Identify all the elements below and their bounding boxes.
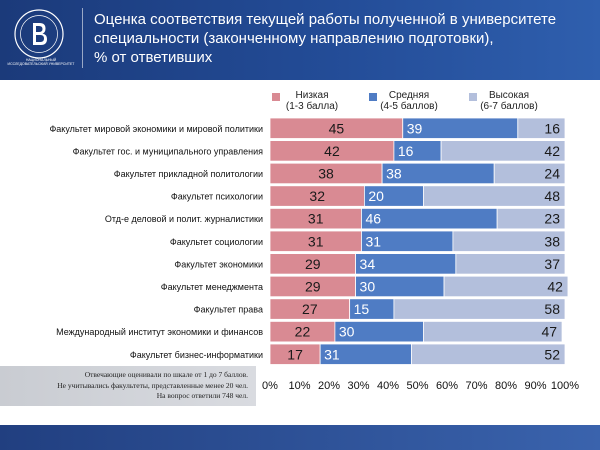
category-label: Факультет прикладной политологии	[114, 169, 263, 179]
legend-label: Низкая	[296, 90, 329, 101]
category-label: Отд-е деловой и полит. журналистики	[105, 214, 263, 224]
bar-segment	[452, 230, 566, 252]
data-label: 42	[544, 143, 560, 159]
footer-band	[0, 425, 600, 450]
legend-label: (6-7 баллов)	[480, 100, 538, 112]
data-label: 29	[305, 256, 321, 272]
bar-segment	[361, 207, 498, 230]
bar-segment	[422, 320, 563, 343]
x-tick-label: 10%	[288, 380, 310, 392]
category-label: Международный институт экономики и финан…	[56, 327, 263, 337]
data-label: 29	[305, 278, 321, 294]
x-tick-label: 40%	[377, 380, 399, 392]
data-label: 17	[287, 346, 303, 362]
x-tick-label: 90%	[524, 380, 546, 392]
page-title: Оценка соответствия текущей работы получ…	[94, 10, 584, 67]
category-label: Факультет психологии	[171, 192, 263, 202]
data-label: 32	[309, 188, 325, 204]
footnote-line: На вопрос ответили 748 чел.	[156, 391, 248, 400]
title-line: специальности (законченному направлению …	[94, 30, 494, 47]
data-label: 39	[407, 120, 423, 136]
data-label: 24	[544, 165, 560, 181]
data-label: 48	[544, 188, 560, 204]
data-label: 38	[386, 165, 402, 181]
data-label: 22	[295, 324, 311, 340]
x-tick-label: 100%	[551, 380, 579, 392]
data-label: 34	[360, 256, 376, 272]
logo-caption: НАЦИОНАЛЬНЫЙ ИССЛЕДОВАТЕЛЬСКИЙ УНИВЕРСИТ…	[7, 58, 75, 66]
data-label: 47	[541, 324, 557, 340]
bar-segment	[411, 343, 566, 365]
data-label: 20	[368, 188, 384, 204]
category-label: Факультет менеджмента	[161, 282, 263, 292]
category-label: Факультет права	[194, 305, 263, 315]
x-tick-label: 20%	[318, 380, 340, 392]
data-label: 31	[324, 346, 340, 362]
data-label: 37	[544, 256, 560, 272]
bar-segment	[455, 253, 566, 275]
legend-label: Средняя	[389, 90, 429, 101]
x-tick-label: 30%	[347, 380, 369, 392]
category-label: Факультет экономики	[174, 259, 263, 269]
footnote-line: Отвечающие оценивали по шкале от 1 до 7 …	[84, 370, 248, 379]
data-label: 30	[339, 324, 355, 340]
data-label: 38	[318, 165, 334, 181]
bar-segment	[440, 140, 566, 162]
data-label: 23	[544, 211, 560, 227]
legend-label: Высокая	[489, 90, 529, 101]
data-label: 16	[544, 120, 560, 136]
category-label: Факультет социологии	[170, 237, 263, 247]
x-tick-label: 60%	[436, 380, 458, 392]
bar-segment	[393, 298, 566, 320]
x-tick-label: 50%	[406, 380, 428, 392]
legend-swatch	[272, 93, 280, 101]
header-band: НАЦИОНАЛЬНЫЙ ИССЛЕДОВАТЕЛЬСКИЙ УНИВЕРСИТ…	[0, 0, 600, 80]
bar-segment	[496, 207, 566, 230]
data-label: 27	[302, 301, 318, 317]
bar-segment	[493, 162, 566, 185]
title-line: % от ответивших	[94, 49, 213, 66]
data-label: 46	[365, 211, 381, 227]
legend-label: (4-5 баллов)	[380, 100, 438, 112]
data-label: 42	[324, 143, 340, 159]
data-label: 16	[398, 143, 414, 159]
category-label: Факультет мировой экономики и мировой по…	[49, 124, 263, 134]
data-label: 30	[360, 278, 376, 294]
data-label: 31	[365, 233, 381, 249]
footnote-line: Не учитывались факультеты, представленны…	[57, 380, 248, 390]
data-label: 52	[544, 346, 560, 362]
category-label: Факультет бизнес-информатики	[130, 350, 263, 360]
title-line: Оценка соответствия текущей работы получ…	[94, 11, 557, 28]
legend-label: (1-3 балла)	[286, 100, 338, 112]
x-tick-label: 80%	[495, 380, 517, 392]
data-label: 45	[329, 120, 345, 136]
bar-segment	[422, 185, 566, 207]
university-logo	[10, 8, 68, 70]
category-label: Факультет гос. и муниципального управлен…	[73, 146, 263, 156]
bar-segment	[443, 275, 569, 298]
data-label: 42	[547, 278, 563, 294]
bar-segment	[517, 117, 566, 139]
stacked-bar-chart: Низкая(1-3 балла) Средняя(4-5 баллов) Высо…	[49, 90, 579, 392]
data-label: 31	[308, 233, 324, 249]
data-label: 38	[544, 233, 560, 249]
footnote: Отвечающие оценивали по шкале от 1 до 7 …	[0, 366, 256, 406]
x-tick-label: 70%	[465, 380, 487, 392]
data-label: 15	[354, 301, 370, 317]
data-label: 31	[308, 211, 324, 227]
legend-swatch	[369, 93, 377, 101]
header-divider	[82, 8, 83, 68]
legend-swatch	[469, 93, 477, 101]
data-label: 58	[544, 301, 560, 317]
x-tick-label: 0%	[262, 380, 278, 392]
